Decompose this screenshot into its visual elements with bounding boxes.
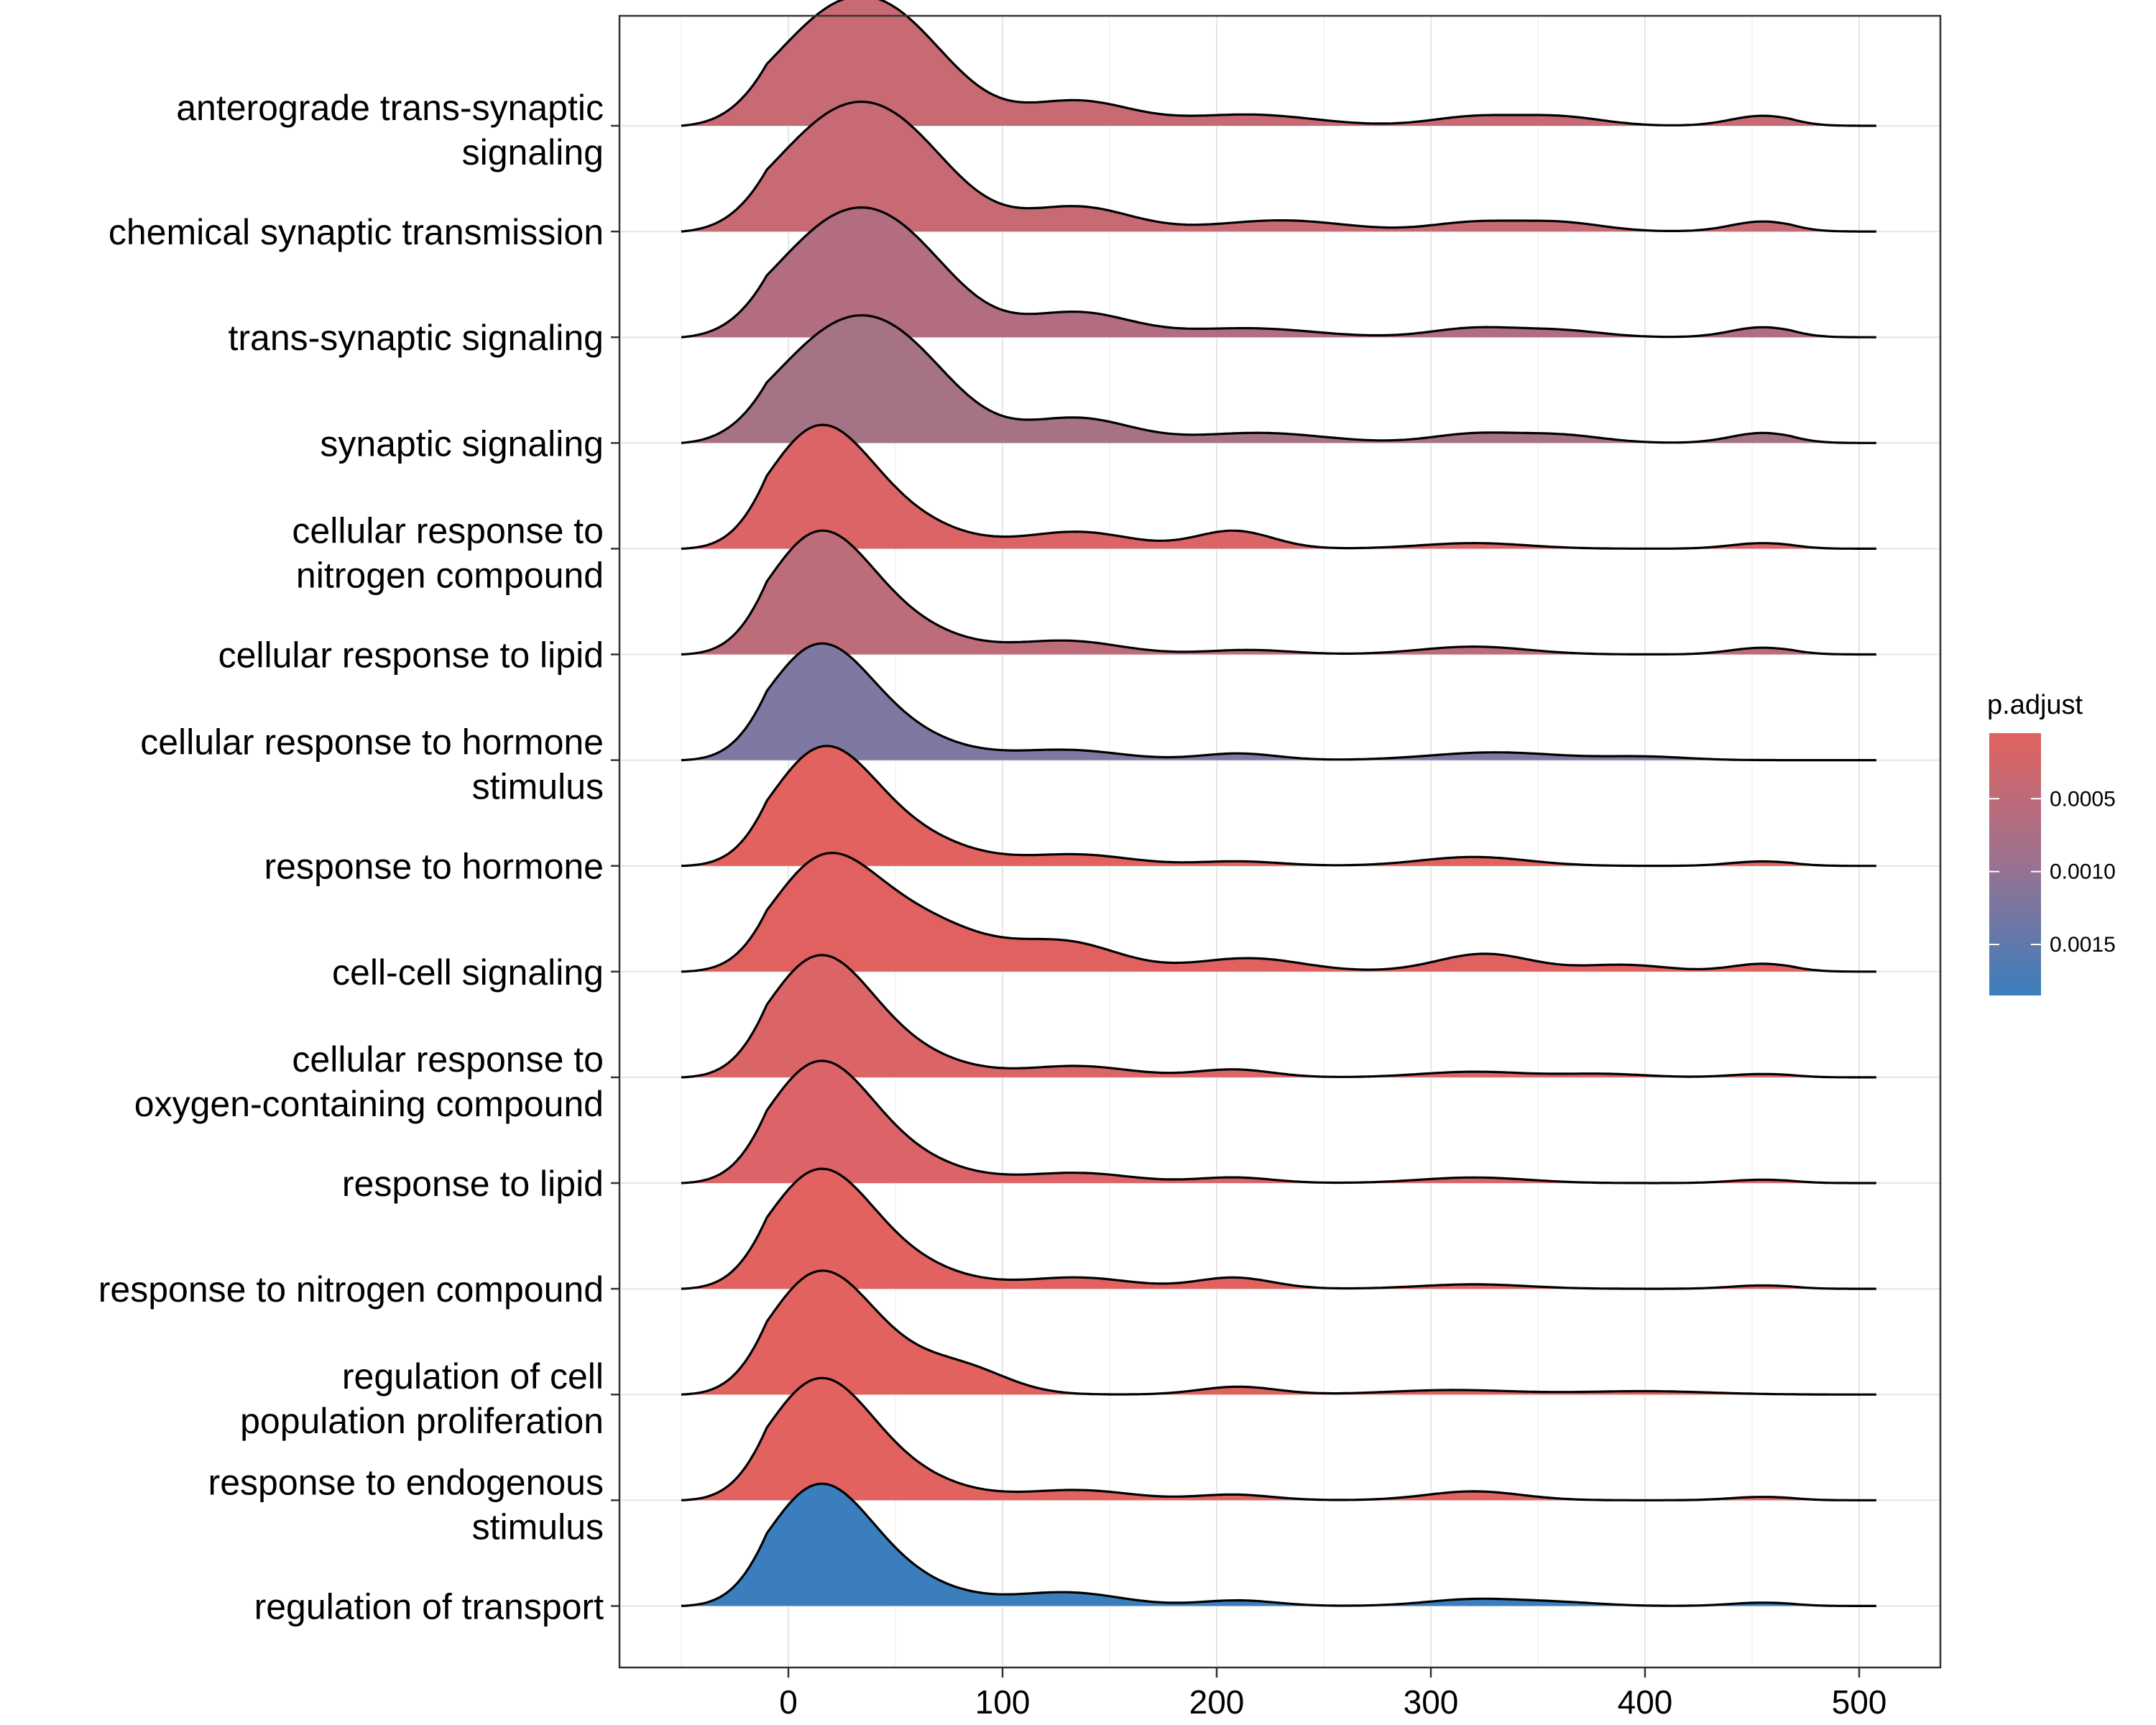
- y-axis-label: signaling: [462, 132, 604, 172]
- y-axis-label: oxygen-containing compound: [134, 1084, 604, 1124]
- y-axis-label: cellular response to lipid: [218, 635, 604, 676]
- y-axis-label: response to hormone: [264, 847, 604, 887]
- ridge-outline: [681, 954, 1876, 1079]
- y-axis-label: nitrogen compound: [296, 555, 604, 595]
- x-axis: 0 100 200 300 400 500: [779, 1668, 1886, 1721]
- y-axis-label: cell-cell signaling: [332, 952, 604, 993]
- legend-ticks: 0.0005 0.0010 0.0015: [1989, 787, 2116, 957]
- ridge-13: [681, 1269, 1876, 1396]
- x-tick-label: 300: [1404, 1683, 1459, 1721]
- ridge-outline: [681, 0, 1876, 127]
- ridge-outline: [681, 745, 1876, 868]
- y-axis-label: cellular response to: [292, 1039, 604, 1080]
- y-axis-label: trans-synaptic signaling: [229, 318, 604, 358]
- x-tick-label: 200: [1189, 1683, 1245, 1721]
- ridge-fill: [681, 101, 1876, 232]
- panel-border: [618, 14, 1942, 1669]
- ridge-7: [681, 642, 1876, 762]
- y-axis-label: stimulus: [472, 1506, 604, 1547]
- y-axis-label: response to lipid: [342, 1164, 604, 1204]
- ridge-fill: [681, 0, 1876, 126]
- ridge-outline: [681, 1059, 1876, 1184]
- ridge-fill: [681, 315, 1876, 443]
- ridge-4: [681, 314, 1876, 444]
- ridge-outline: [681, 1269, 1876, 1396]
- legend: p.adjust 0.0005 0.0010 0.0015: [1987, 690, 2116, 995]
- x-tick-label: 500: [1832, 1683, 1887, 1721]
- legend-tick-label: 0.0005: [2050, 787, 2116, 811]
- y-axis-label: anterograde trans-synaptic: [176, 88, 604, 128]
- ridge-2: [681, 100, 1876, 233]
- ridge-fill: [681, 1484, 1876, 1606]
- ridge-5: [681, 423, 1876, 550]
- ridge-outline: [681, 852, 1876, 973]
- x-tick-label: 0: [779, 1683, 798, 1721]
- ridge-fill: [681, 954, 1876, 1077]
- legend-colorbar: [1989, 733, 2041, 995]
- ridge-fill: [681, 852, 1876, 972]
- ridge-outline: [681, 423, 1876, 550]
- ridge-outline: [681, 100, 1876, 233]
- ridge-fill: [681, 1378, 1876, 1501]
- ridge-3: [681, 206, 1876, 339]
- legend-tick-label: 0.0015: [2050, 933, 2116, 957]
- ridge-outline: [681, 642, 1876, 762]
- y-axis-label: chemical synaptic transmission: [109, 212, 604, 252]
- ridge-outline: [681, 529, 1876, 656]
- ridge-fill: [681, 1060, 1876, 1183]
- ridge-14: [681, 1376, 1876, 1501]
- ridge-outline: [681, 206, 1876, 339]
- y-axis-label: population proliferation: [240, 1401, 604, 1441]
- ridge-fill: [681, 1270, 1876, 1395]
- legend-title: p.adjust: [1987, 690, 2083, 720]
- ridge-outline: [681, 1376, 1876, 1501]
- y-axis-label: response to endogenous: [208, 1462, 604, 1502]
- y-axis-label: stimulus: [472, 767, 604, 807]
- ridge-fill: [681, 643, 1876, 760]
- ridge-outline: [681, 314, 1876, 444]
- ridge-9: [681, 852, 1876, 973]
- ridges: [681, 0, 1876, 1607]
- y-axis-label: regulation of transport: [254, 1586, 604, 1627]
- ridge-fill: [681, 745, 1876, 866]
- ridge-outline: [681, 1482, 1876, 1607]
- legend-tick-label: 0.0010: [2050, 860, 2116, 884]
- ridge-8: [681, 745, 1876, 868]
- y-axis-label: regulation of cell: [342, 1356, 604, 1397]
- x-tick-label: 100: [975, 1683, 1031, 1721]
- y-axis-label: cellular response to: [292, 510, 604, 551]
- ridge-12: [681, 1167, 1876, 1290]
- ridge-fill: [681, 425, 1876, 549]
- y-axis-label: response to nitrogen compound: [98, 1269, 604, 1310]
- ridge-1: [681, 0, 1876, 127]
- ridge-outline: [681, 1167, 1876, 1290]
- ridge-10: [681, 954, 1876, 1079]
- ridge-11: [681, 1059, 1876, 1184]
- ridge-15: [681, 1482, 1876, 1607]
- ridge-6: [681, 529, 1876, 656]
- x-tick-label: 400: [1618, 1683, 1673, 1721]
- y-axis-label: synaptic signaling: [320, 423, 604, 464]
- ridge-fill: [681, 207, 1876, 338]
- y-axis-ticks: [611, 124, 619, 1607]
- ridge-fill: [681, 1169, 1876, 1289]
- y-axis-label: cellular response to hormone: [140, 722, 604, 763]
- ridge-fill: [681, 530, 1876, 655]
